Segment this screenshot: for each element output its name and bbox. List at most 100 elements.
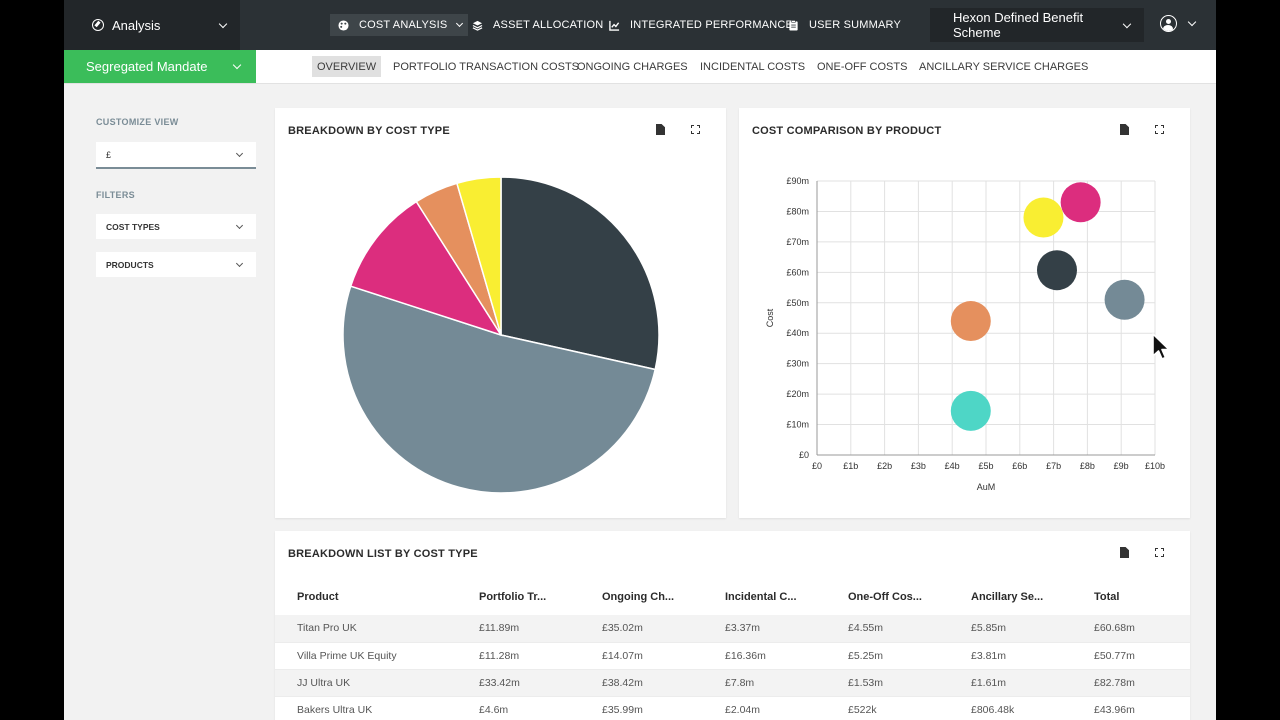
table-cell: £11.28m	[457, 642, 580, 670]
panel-title: COST COMPARISON BY PRODUCT	[752, 125, 942, 137]
table-cell: £3.81m	[949, 642, 1072, 670]
expand-icon[interactable]	[1155, 548, 1164, 557]
table-body: Titan Pro UK £11.89m £35.02m £3.37m £4.55m £5…	[275, 615, 1190, 720]
y-axis-label: Cost	[765, 308, 775, 327]
chevron-down-icon	[456, 19, 464, 28]
table-cell: £11.89m	[457, 615, 580, 643]
table-cell: £16.36m	[703, 642, 826, 670]
mouse-cursor-icon	[1152, 333, 1170, 360]
pie-slice-1[interactable]	[500, 176, 660, 371]
pie-slice-2[interactable]	[342, 285, 657, 494]
column-header[interactable]: Product	[297, 591, 339, 603]
products-filter[interactable]: PRODUCTS	[96, 252, 256, 277]
table-row[interactable]: JJ Ultra UK £33.42m £38.42m £7.8m £1.53m £1.6…	[275, 669, 1190, 697]
expand-icon[interactable]	[1155, 125, 1164, 134]
cost-table: Product Portfolio Tr... Ongoing Ch... Incid…	[275, 579, 1190, 720]
chevron-down-icon	[235, 221, 244, 229]
pie-slice-5[interactable]	[455, 176, 502, 336]
table-cell: £33.42m	[457, 669, 580, 697]
export-document-icon[interactable]	[1120, 547, 1129, 558]
pie-chart	[342, 176, 660, 494]
bubble-point-3[interactable]	[1036, 250, 1077, 291]
currency-select[interactable]: £	[96, 142, 256, 169]
table-cell: £4.55m	[826, 615, 949, 643]
pie-slice-3[interactable]	[349, 200, 503, 337]
table-cell: £35.99m	[580, 696, 703, 720]
panel-title: BREAKDOWN BY COST TYPE	[288, 125, 450, 137]
customize-view-label: CUSTOMIZE VIEW	[96, 117, 179, 127]
bubble-point-4[interactable]	[1023, 197, 1064, 238]
table-cell: £35.02m	[580, 615, 703, 643]
table-cell: £1.53m	[826, 669, 949, 697]
bubble-point-5[interactable]	[1060, 182, 1101, 223]
top-nav-bar: Analysis COST ANALYSIS ASSET ALLOCATION …	[64, 0, 1216, 50]
nav-tab-cost-analysis[interactable]: COST ANALYSIS	[330, 14, 469, 36]
y-tick-label: £50m	[786, 298, 809, 308]
bubble-point-1[interactable]	[950, 390, 991, 431]
table-row[interactable]: Bakers Ultra UK £4.6m £35.99m £2.04m £522k £8…	[275, 696, 1190, 720]
currency-value: £	[106, 149, 112, 160]
nav-tab-label: ASSET ALLOCATION	[493, 19, 604, 31]
table-cell: £2.04m	[703, 696, 826, 720]
y-tick-label: £60m	[786, 267, 809, 277]
bubble-chart: £0 £1b £2b £3b £4b £5b £6b £7b £8b £9b £10b £0 £10m £…	[765, 176, 1165, 492]
table-cell: £522k	[826, 696, 949, 720]
x-tick-label: £3b	[911, 461, 926, 471]
subtab-ancillary-service-charges[interactable]: ANCILLARY SERVICE CHARGES	[919, 60, 1089, 73]
expand-icon[interactable]	[691, 125, 700, 134]
table-cell: £50.77m	[1072, 642, 1190, 670]
column-header[interactable]: One-Off Cos...	[848, 591, 922, 603]
column-header[interactable]: Ongoing Ch...	[602, 591, 675, 603]
scheme-label: Hexon Defined Benefit Scheme	[953, 10, 1084, 40]
cost-types-filter[interactable]: COST TYPES	[96, 214, 256, 239]
x-tick-label: £6b	[1012, 461, 1027, 471]
table-row[interactable]: Titan Pro UK £11.89m £35.02m £3.37m £4.55m £5…	[275, 615, 1190, 643]
products-label: PRODUCTS	[106, 259, 154, 270]
nav-tab-asset-allocation[interactable]: ASSET ALLOCATION	[466, 14, 609, 36]
compass-icon	[92, 19, 104, 31]
table-cell: JJ Ultra UK	[275, 669, 457, 697]
chevron-down-icon	[218, 19, 228, 28]
x-tick-label: £4b	[945, 461, 960, 471]
table-cell: £38.42m	[580, 669, 703, 697]
table-cell: £60.68m	[1072, 615, 1190, 643]
chevron-down-icon	[1122, 19, 1132, 28]
export-document-icon[interactable]	[656, 124, 665, 135]
scheme-select[interactable]: Hexon Defined Benefit Scheme	[930, 8, 1144, 42]
cost-list-panel: BREAKDOWN LIST BY COST TYPE Product Portf…	[275, 531, 1190, 720]
column-header[interactable]: Portfolio Tr...	[479, 591, 547, 603]
subtab-ongoing-charges[interactable]: ONGOING CHARGES	[577, 60, 688, 73]
table-cell: £1.61m	[949, 669, 1072, 697]
table-cell: £14.07m	[580, 642, 703, 670]
nav-tab-label: INTEGRATED PERFORMANCE	[630, 19, 794, 31]
x-axis-label: AuM	[977, 482, 996, 492]
app-frame: Analysis COST ANALYSIS ASSET ALLOCATION …	[64, 0, 1216, 720]
subtab-one-off-costs[interactable]: ONE-OFF COSTS	[817, 60, 908, 73]
chevron-down-icon	[235, 259, 244, 267]
chevron-down-icon	[235, 149, 244, 157]
bubble-point-6[interactable]	[1104, 279, 1145, 320]
column-header[interactable]: Ancillary Se...	[971, 591, 1044, 603]
nav-tab-integrated-performance[interactable]: INTEGRATED PERFORMANCE	[603, 14, 799, 36]
chevron-down-icon	[232, 60, 242, 70]
subtab-incidental-costs[interactable]: INCIDENTAL COSTS	[700, 60, 806, 73]
subtab-portfolio-transaction-costs[interactable]: PORTFOLIO TRANSACTION COSTS	[393, 60, 580, 73]
user-avatar-icon	[1160, 15, 1177, 32]
bubble-point-2[interactable]	[950, 301, 991, 342]
user-menu[interactable]	[1160, 15, 1197, 32]
cost-types-label: COST TYPES	[106, 221, 160, 232]
table-cell: Villa Prime UK Equity	[275, 642, 457, 670]
subtab-overview[interactable]: OVERVIEW	[312, 56, 382, 77]
column-header[interactable]: Incidental C...	[725, 591, 797, 603]
nav-tab-user-summary[interactable]: USER SUMMARY	[782, 14, 907, 36]
y-tick-label: £30m	[786, 359, 809, 369]
column-header[interactable]: Total	[1094, 591, 1120, 603]
mandate-label: Segregated Mandate	[86, 59, 208, 74]
table-cell: £3.37m	[703, 615, 826, 643]
mandate-select[interactable]: Segregated Mandate	[64, 50, 256, 83]
table-row[interactable]: Villa Prime UK Equity £11.28m £14.07m £16.3…	[275, 642, 1190, 670]
table-cell: Bakers Ultra UK	[275, 696, 457, 720]
app-switcher[interactable]: Analysis	[64, 0, 240, 50]
export-document-icon[interactable]	[1120, 124, 1129, 135]
x-tick-label: £10b	[1145, 461, 1165, 471]
